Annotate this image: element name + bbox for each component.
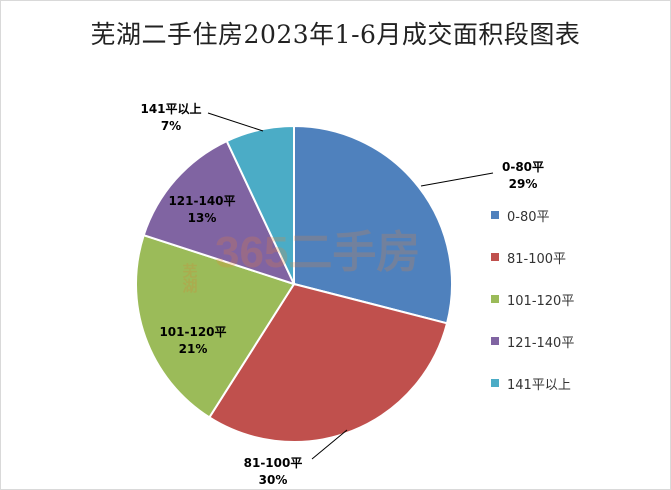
- leader-line-1: [420, 172, 494, 187]
- leader-line-5: [207, 112, 264, 132]
- data-label-category-3: 101-120平: [159, 325, 226, 339]
- legend-swatch: [491, 211, 499, 219]
- pie-slice-4: [142, 139, 296, 286]
- leader-line-2: [311, 429, 348, 460]
- data-label-category-1: 0-80平: [502, 160, 544, 174]
- data-label-value-4: 13%: [188, 211, 217, 225]
- legend-swatch: [491, 295, 499, 303]
- legend-label: 0-80平: [507, 209, 550, 225]
- legend-item-1: 0-80平: [491, 207, 574, 225]
- data-label-category-5: 141平以上: [140, 101, 201, 116]
- pie-slice-2: [207, 282, 449, 443]
- watermark-side-text: 芜湖: [181, 262, 198, 294]
- data-label-value-2: 30%: [259, 473, 288, 487]
- pie-slice-3: [135, 233, 296, 419]
- legend-swatch: [491, 253, 499, 261]
- legend-label: 81-100平: [507, 251, 567, 267]
- data-label-value-3: 21%: [179, 342, 208, 356]
- legend-item-5: 141平以上: [491, 375, 574, 393]
- data-label-category-4: 121-140平: [168, 194, 235, 208]
- watermark-main-text: 365二手房: [215, 228, 420, 277]
- chart-legend: 0-80平 81-100平 101-120平 121-140平 141平以上: [491, 207, 575, 393]
- legend-label: 101-120平: [507, 293, 575, 309]
- watermark-logo: 芜湖 365二手房: [181, 228, 421, 294]
- chart-title: 芜湖二手住房2023年1-6月成交面积段图表: [90, 20, 581, 49]
- data-label-value-5: 7%: [161, 119, 181, 133]
- pie-slice-1: [293, 124, 453, 325]
- data-label-value-1: 29%: [509, 177, 538, 191]
- legend-swatch: [491, 337, 499, 345]
- data-label-category-2: 81-100平: [244, 456, 303, 470]
- legend-item-3: 101-120平: [491, 291, 575, 309]
- legend-item-4: 121-140平: [491, 333, 575, 351]
- legend-label: 141平以上: [507, 377, 571, 393]
- legend-item-2: 81-100平: [491, 249, 574, 267]
- legend-swatch: [491, 379, 499, 387]
- legend-label: 121-140平: [507, 335, 575, 351]
